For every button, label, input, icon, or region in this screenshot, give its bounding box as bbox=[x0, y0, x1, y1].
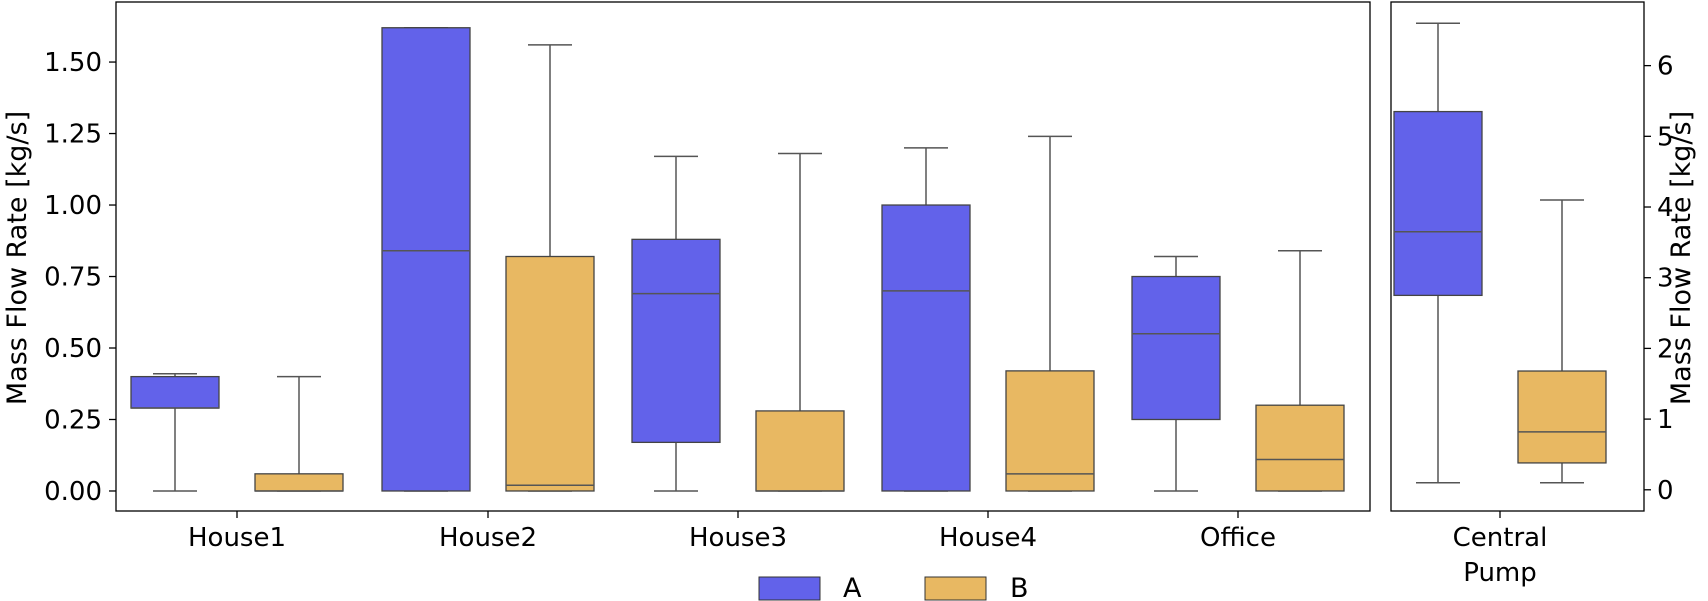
box-a-central-pump-box bbox=[1393, 110, 1483, 297]
category-label: House3 bbox=[689, 523, 787, 553]
main-panel: Mass Flow Rate [kg/s] 0.00 0.25 0.50 0.75 1.… bbox=[2, 1, 1371, 553]
box-a-house1-box bbox=[130, 375, 220, 409]
main-y-tick-label: 1.25 bbox=[44, 120, 102, 150]
main-plot-frame bbox=[115, 1, 1371, 512]
legend-swatch-a bbox=[758, 576, 821, 601]
main-y-tick-label: 0.75 bbox=[44, 263, 102, 293]
pump-plot-frame bbox=[1390, 1, 1645, 512]
box-a-office-box bbox=[1131, 275, 1221, 421]
pump-y-tick-label: 2 bbox=[1657, 334, 1674, 364]
box-a-house4-box bbox=[881, 204, 971, 492]
main-x-axis-ticks: House1 House2 House3 House4 Office bbox=[188, 511, 1276, 553]
category-label: Office bbox=[1200, 523, 1276, 553]
main-y-tick-label: 1.50 bbox=[44, 48, 102, 78]
legend-label-a: A bbox=[843, 573, 862, 601]
pump-boxes bbox=[1393, 22, 1607, 484]
pump-y-tick-label: 6 bbox=[1657, 52, 1674, 82]
box-b-house3-box bbox=[755, 410, 845, 492]
pump-y-axis-ticks: 0 1 2 3 4 5 6 bbox=[1644, 52, 1674, 506]
pump-panel: Mass Flow Rate [kg/s] 0 1 2 3 4 5 6 Central Pu… bbox=[1390, 1, 1697, 588]
legend-label-b: B bbox=[1010, 573, 1029, 601]
pump-y-tick-label: 3 bbox=[1657, 264, 1674, 294]
category-label: House2 bbox=[439, 523, 537, 553]
box-b-house4-box bbox=[1005, 370, 1095, 492]
pump-x-axis-ticks: Central Pump bbox=[1453, 511, 1548, 588]
main-y-axis-ticks: 0.00 0.25 0.50 0.75 1.00 1.25 1.50 bbox=[44, 48, 116, 507]
box-b-office-box bbox=[1255, 404, 1345, 492]
pump-y-tick-label: 0 bbox=[1657, 476, 1674, 506]
box-a-house3-box bbox=[631, 238, 721, 444]
box-b-house1-box bbox=[254, 473, 344, 492]
main-y-tick-label: 0.50 bbox=[44, 334, 102, 364]
pump-category-label-line-1: Central bbox=[1453, 523, 1548, 553]
main-y-tick-label: 0.25 bbox=[44, 405, 102, 435]
legend-swatch-b bbox=[924, 576, 987, 601]
box-b-house2-box bbox=[505, 255, 595, 492]
pump-y-axis-label: Mass Flow Rate [kg/s] bbox=[1666, 111, 1697, 405]
category-label: House4 bbox=[939, 523, 1037, 553]
main-boxes bbox=[130, 26, 1345, 492]
main-y-tick-label: 0.00 bbox=[44, 477, 102, 507]
main-y-axis-label: Mass Flow Rate [kg/s] bbox=[2, 111, 33, 405]
legend: A B bbox=[758, 573, 1029, 601]
box-b-central-pump-box bbox=[1517, 370, 1607, 464]
pump-category-label-line-2: Pump bbox=[1463, 558, 1537, 588]
main-y-tick-label: 1.00 bbox=[44, 191, 102, 221]
pump-y-tick-label: 1 bbox=[1657, 405, 1674, 435]
box-a-house2-box bbox=[381, 27, 471, 492]
pump-y-tick-label: 4 bbox=[1657, 193, 1674, 223]
pump-y-tick-label: 5 bbox=[1657, 122, 1674, 152]
category-label: House1 bbox=[188, 523, 286, 553]
